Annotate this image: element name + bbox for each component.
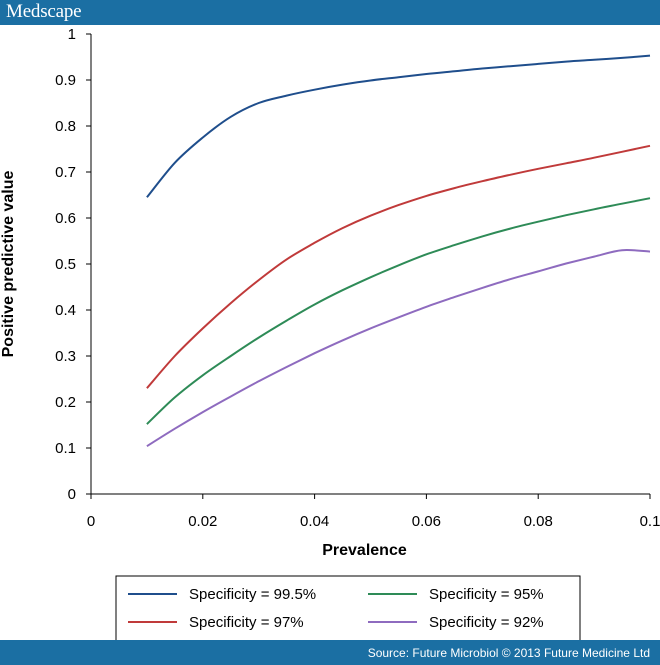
y-tick-label: 0.6	[55, 210, 76, 227]
y-tick-label: 1	[68, 26, 76, 43]
x-tick-label: 0.06	[412, 513, 441, 530]
legend-label: Specificity = 97%	[189, 614, 304, 631]
y-tick-label: 0.9	[55, 72, 76, 89]
series-line-0	[146, 54, 651, 198]
x-tick-label: 0.08	[524, 513, 553, 530]
y-tick-label: 0.5	[55, 256, 76, 273]
series-line-3	[146, 249, 651, 448]
y-tick-label: 0.1	[55, 440, 76, 457]
y-tick-label: 0	[68, 486, 76, 503]
series-line-2	[146, 197, 651, 425]
legend-box	[115, 575, 581, 640]
line-chart: 0 0.1 0.2 0.3 0.4 0.5 0.6 0.7 0.8 0.9 1 0 0.02 0.04 0.…	[0, 26, 660, 640]
y-tick-label: 0.2	[55, 394, 76, 411]
y-tick-label: 0.4	[55, 302, 76, 319]
y-tick-label: 0.7	[55, 164, 76, 181]
bottom-bar: Source: Future Microbiol © 2013 Future M…	[0, 640, 660, 665]
y-tick-label: 0.8	[55, 118, 76, 135]
tick-labels: 0 0.1 0.2 0.3 0.4 0.5 0.6 0.7 0.8 0.9 1 0 0.02 0.04 0.…	[55, 26, 660, 530]
legend-label: Specificity = 95%	[429, 586, 544, 603]
legend: Specificity = 99.5% Specificity = 97% Spec…	[115, 575, 581, 640]
brand-logo: Medscape	[6, 1, 82, 22]
top-bar: Medscape	[0, 0, 660, 25]
y-tick-label: 0.3	[55, 348, 76, 365]
series-lines	[146, 54, 651, 448]
x-axis-title: Prevalence	[322, 542, 407, 559]
x-tick-label: 0.02	[188, 513, 217, 530]
x-tick-label: 0.04	[300, 513, 329, 530]
series-line-1	[146, 144, 651, 389]
axes	[86, 33, 651, 499]
x-tick-label: 0.1	[640, 513, 660, 530]
source-credit: Source: Future Microbiol © 2013 Future M…	[367, 646, 650, 660]
legend-label: Specificity = 92%	[429, 614, 544, 631]
x-tick-label: 0	[87, 513, 95, 530]
y-axis-title: Positive predictive value	[0, 171, 17, 358]
legend-label: Specificity = 99.5%	[189, 586, 316, 603]
